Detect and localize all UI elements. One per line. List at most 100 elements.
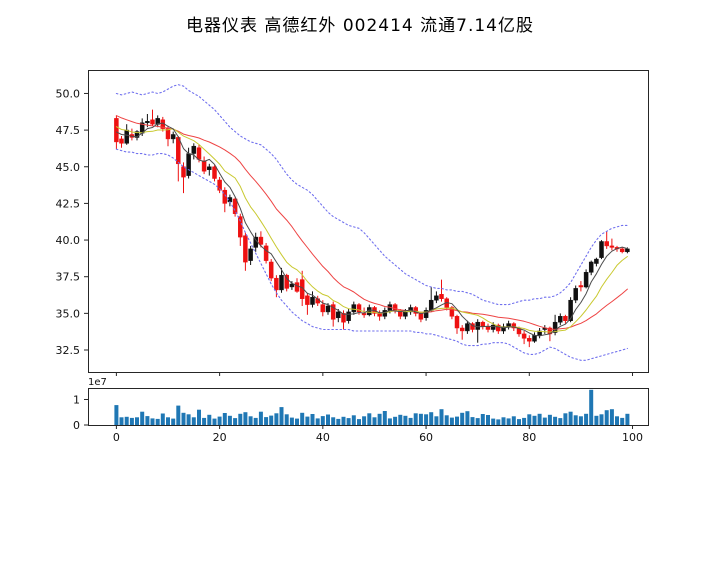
candle-up [625, 248, 630, 253]
volume-bar [155, 418, 160, 425]
volume-bar [284, 414, 289, 425]
candle-down [418, 313, 424, 320]
candle-down [114, 118, 119, 143]
volume-bar [372, 417, 377, 425]
volume-bar [393, 416, 398, 425]
volume-bar [326, 414, 330, 425]
candle-up [573, 288, 578, 301]
candle-up [568, 299, 573, 321]
candle-down [176, 137, 181, 165]
volume-bar [315, 418, 320, 425]
candle-down [222, 189, 228, 204]
svg-text:40: 40 [316, 431, 330, 444]
candle-up [583, 272, 589, 288]
candle-down [392, 304, 398, 311]
volume-bar [408, 417, 413, 425]
volume-bar [382, 411, 387, 425]
ma-fast-line [115, 122, 628, 337]
candle-down [305, 295, 310, 305]
volume-bar [609, 409, 614, 425]
candle-down [284, 274, 289, 289]
candle-up [599, 241, 604, 258]
candle-down [238, 216, 243, 238]
volume-bar [346, 418, 351, 425]
candle-up [594, 258, 599, 264]
volume-offset-label: 1e7 [88, 377, 107, 388]
svg-text:0: 0 [73, 419, 80, 432]
volume-bar [439, 409, 444, 425]
candle-down [485, 326, 491, 330]
candle-up [532, 335, 537, 342]
volume-bar [496, 419, 501, 425]
svg-text:45.0: 45.0 [56, 161, 81, 174]
candle-up [207, 166, 212, 170]
volume-bar [119, 417, 124, 425]
candle-down [459, 327, 465, 332]
volume-bar [253, 417, 258, 425]
svg-text:50.0: 50.0 [56, 87, 81, 100]
volume-bar [558, 418, 563, 425]
candle-down [294, 282, 300, 292]
volume-bar [444, 415, 449, 425]
candle-down [356, 304, 362, 313]
volume-bar [553, 416, 558, 425]
volume-bar [434, 416, 439, 425]
volume-bar [449, 417, 454, 425]
volume-bar [615, 416, 619, 425]
axes-layer [88, 70, 649, 426]
candle-down [619, 248, 625, 253]
candle-down [263, 245, 269, 261]
volume-bar [217, 416, 222, 425]
ma-slow-line [115, 115, 628, 330]
chart-title: 电器仪表 高德红外 002414 流通7.14亿股 [186, 16, 534, 36]
volume-bar [573, 415, 578, 425]
candle-down [449, 307, 455, 317]
volume-bar [403, 415, 408, 425]
volume-bar [222, 413, 227, 425]
candle-down [243, 235, 248, 263]
ma-mid-line [115, 126, 628, 333]
candle-up [134, 131, 140, 138]
candle-up [253, 236, 258, 248]
candle-down [361, 313, 367, 316]
candle-down [150, 119, 155, 125]
volume-bar [166, 417, 170, 425]
candle-up [186, 153, 191, 176]
candle-down [201, 160, 207, 172]
volume-bar [191, 417, 196, 425]
volume-bar [186, 414, 191, 425]
volume-bar [233, 418, 238, 425]
volume-bar [465, 411, 470, 425]
candle-up [248, 248, 253, 261]
candle-down [119, 138, 124, 144]
volume-bar [542, 417, 547, 425]
candle-down [217, 179, 222, 191]
volume-bar [589, 389, 594, 425]
volume-bar [362, 416, 367, 425]
volume-bar [197, 409, 201, 425]
volume-bar [274, 413, 279, 425]
volume-bar [475, 418, 480, 425]
candle-down [232, 198, 238, 214]
volume-bar [625, 413, 630, 425]
svg-text:20: 20 [213, 431, 227, 444]
volume-bar [145, 416, 150, 425]
volume-bar [176, 405, 181, 425]
svg-text:35.0: 35.0 [56, 307, 81, 320]
volume-bar [455, 416, 459, 425]
svg-text:80: 80 [522, 431, 536, 444]
candle-down [196, 147, 202, 160]
candle-down [398, 310, 403, 317]
volume-bar [295, 418, 299, 425]
candles-layer [114, 109, 630, 348]
volume-bar [418, 413, 423, 425]
volume-bar [604, 410, 609, 425]
volume-bar [269, 415, 274, 425]
volume-bar [238, 413, 243, 425]
volume-bar [506, 418, 511, 425]
volume-bar [351, 415, 356, 425]
volume-bar [377, 413, 382, 425]
svg-text:0: 0 [113, 431, 120, 444]
